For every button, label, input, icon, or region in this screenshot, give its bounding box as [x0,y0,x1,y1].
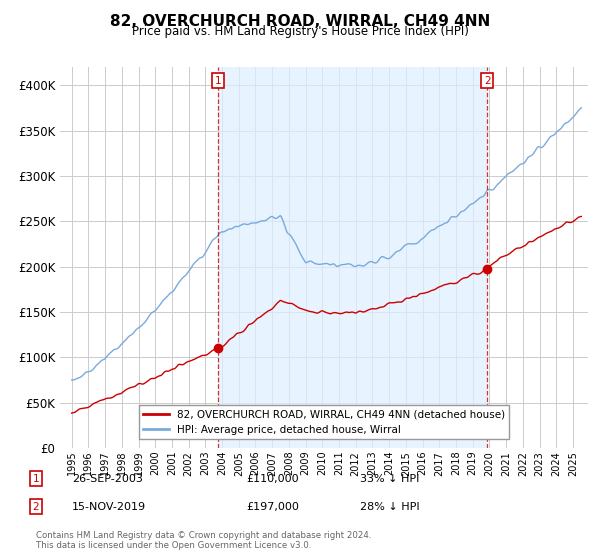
Text: 15-NOV-2019: 15-NOV-2019 [72,502,146,512]
Text: 1: 1 [32,474,40,484]
Text: 2: 2 [32,502,40,512]
Text: 28% ↓ HPI: 28% ↓ HPI [360,502,419,512]
Text: 2: 2 [484,76,491,86]
Text: 33% ↓ HPI: 33% ↓ HPI [360,474,419,484]
Text: £197,000: £197,000 [246,502,299,512]
Text: £110,000: £110,000 [246,474,299,484]
Legend: 82, OVERCHURCH ROAD, WIRRAL, CH49 4NN (detached house), HPI: Average price, deta: 82, OVERCHURCH ROAD, WIRRAL, CH49 4NN (d… [139,405,509,439]
Text: Contains HM Land Registry data © Crown copyright and database right 2024.
This d: Contains HM Land Registry data © Crown c… [36,530,371,550]
Text: 82, OVERCHURCH ROAD, WIRRAL, CH49 4NN: 82, OVERCHURCH ROAD, WIRRAL, CH49 4NN [110,14,490,29]
Text: 26-SEP-2003: 26-SEP-2003 [72,474,143,484]
Text: Price paid vs. HM Land Registry's House Price Index (HPI): Price paid vs. HM Land Registry's House … [131,25,469,38]
Bar [218,67,487,448]
Text: 1: 1 [215,76,221,86]
